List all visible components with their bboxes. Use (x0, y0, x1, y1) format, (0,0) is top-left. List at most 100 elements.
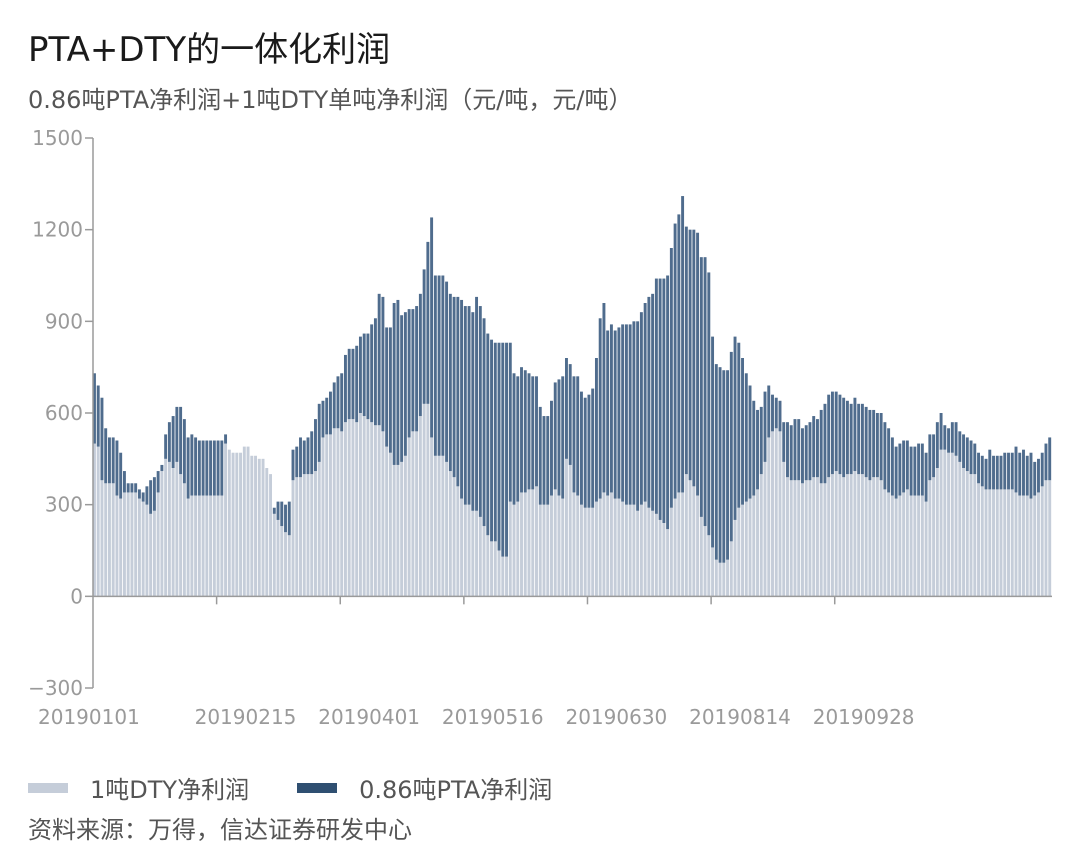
bar-dty (209, 495, 213, 597)
bar-dty (1022, 495, 1025, 597)
bar-pta (816, 419, 819, 478)
bar-dty (609, 492, 613, 597)
bar-dty (392, 464, 396, 597)
bar-pta (673, 223, 677, 499)
bar-dty (115, 495, 119, 597)
bar-dty (452, 477, 456, 597)
bar-dty (673, 498, 677, 597)
bar-pta (1044, 443, 1048, 481)
bar-dty (437, 455, 441, 597)
bar-pta (358, 336, 362, 413)
bar-dty (905, 489, 909, 597)
bar-dty (744, 501, 748, 597)
y-tick-label: 300 (45, 493, 83, 517)
bar-pta (587, 394, 591, 508)
bar-dty (999, 489, 1003, 597)
bar-dty (314, 471, 317, 597)
bar-dty (845, 474, 849, 597)
bar-dty (797, 480, 801, 597)
bar-dty (490, 541, 494, 597)
bar-dty (520, 492, 523, 597)
bar-pta (171, 416, 175, 468)
bar-dty (535, 486, 538, 597)
bar-pta (872, 409, 876, 478)
x-tick-label: 20190215 (195, 705, 297, 729)
bar-dty (883, 489, 887, 597)
bar-pta (609, 324, 613, 493)
bar-pta (122, 471, 126, 493)
bar-pta (332, 382, 336, 429)
bar-dty (550, 495, 553, 597)
bar-dty (868, 480, 872, 597)
bar-dty (902, 492, 906, 597)
bar-dty (962, 468, 966, 597)
bar-pta (104, 428, 108, 484)
bar-pta (546, 416, 550, 505)
bar-dty (894, 498, 898, 597)
bar-dty (943, 449, 947, 597)
bar-dty (561, 498, 565, 597)
bar-pta (572, 376, 576, 493)
bar-dty (669, 507, 673, 597)
bar-dty (212, 495, 216, 597)
bar-dty (156, 492, 160, 597)
bar-dty (703, 526, 707, 597)
bar-pta (415, 306, 419, 432)
bar-pta (894, 446, 898, 499)
bar-pta (782, 422, 786, 462)
bar-dty (119, 498, 123, 597)
bar-dty (591, 507, 595, 597)
bar-dty (164, 458, 168, 597)
bar-dty (486, 535, 490, 597)
bar-dty (531, 489, 535, 597)
bar-pta (576, 376, 580, 496)
bar-dty (823, 483, 827, 597)
bar-dty (636, 510, 640, 597)
bar-pta (280, 501, 284, 527)
bar-dty (988, 489, 992, 597)
bar-pta (205, 440, 209, 496)
bar-pta (336, 376, 340, 429)
bar-dty (310, 474, 314, 597)
bar-dty (145, 504, 149, 597)
bar-pta (93, 373, 96, 444)
bar-dty (808, 480, 812, 597)
bar-pta (950, 422, 954, 453)
bar-pta (130, 483, 134, 493)
bar-pta (1018, 452, 1022, 496)
bar-pta (617, 327, 621, 499)
bar-pta (373, 318, 377, 426)
bar-dty (478, 516, 482, 597)
bar-dty (325, 434, 329, 597)
bar-dty (950, 452, 954, 597)
bar-dty (448, 471, 452, 597)
y-tick-label: 600 (45, 401, 83, 425)
bar-dty (853, 471, 857, 597)
bar-pta (100, 397, 104, 481)
bar-dty (565, 458, 568, 597)
bar-pta (1014, 446, 1018, 493)
bar-pta (329, 391, 332, 435)
bar-pta (917, 443, 921, 496)
bar-pta (737, 342, 741, 508)
bar-dty (1007, 489, 1010, 597)
bar-dty (295, 477, 299, 597)
bar-dty (816, 477, 819, 597)
bar-dty (411, 431, 415, 597)
bar-dty (699, 516, 703, 597)
bar-pta (160, 464, 164, 472)
bar-pta (175, 406, 179, 462)
bar-dty (935, 468, 939, 597)
bar-pta (632, 321, 636, 505)
bar-pta (366, 333, 370, 420)
bar-pta (973, 443, 977, 475)
bar-pta (347, 348, 351, 420)
bar-dty (216, 495, 220, 597)
legend-item-pta: 0.86吨PTA净利润 (297, 770, 552, 805)
bar-dty (250, 455, 254, 597)
y-tick-label: 0 (70, 584, 83, 608)
bar-pta (771, 394, 774, 432)
bar-dty (377, 425, 381, 597)
bar-dty (332, 428, 336, 597)
bar-pta (684, 226, 688, 475)
